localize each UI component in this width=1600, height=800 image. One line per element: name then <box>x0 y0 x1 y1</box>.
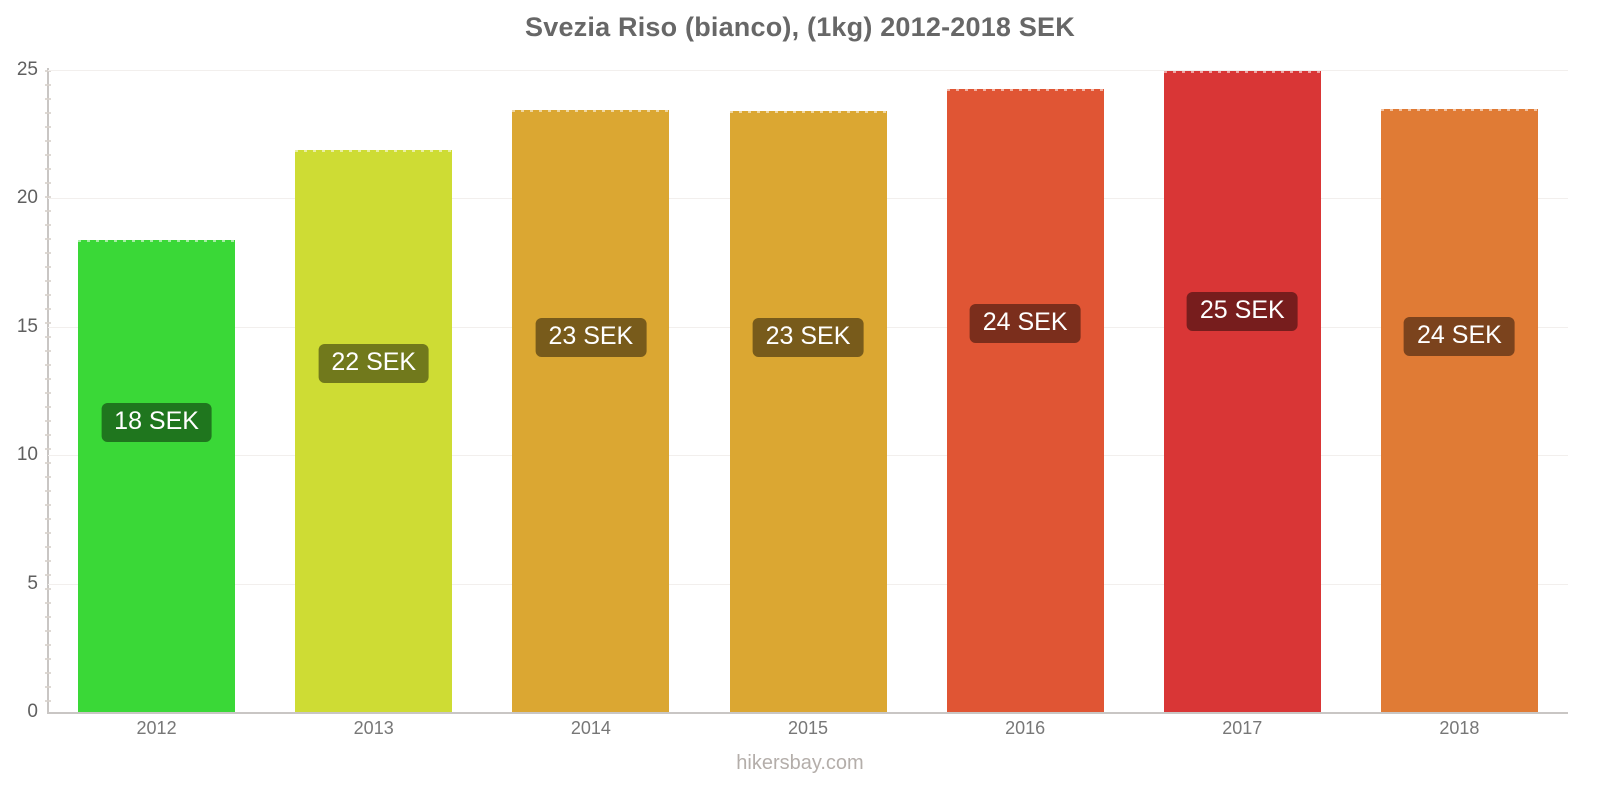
bar-value-label: 24 SEK <box>1404 316 1515 356</box>
x-axis-tick-label: 2016 <box>1005 718 1046 738</box>
bar-2015[interactable]: 23 SEK <box>729 111 887 712</box>
bar-value-label: 25 SEK <box>1186 292 1298 332</box>
y-axis-tick-label: 0 <box>27 701 38 722</box>
bar-2018[interactable]: 24 SEK <box>1380 108 1538 712</box>
bar-value-label: 22 SEK <box>318 343 430 383</box>
y-axis-tick-label: 20 <box>16 187 38 209</box>
x-axis-tick-label: 2018 <box>1439 718 1480 738</box>
y-axis-tick-label: 5 <box>27 572 38 594</box>
bar-2013[interactable]: 22 SEK <box>295 149 453 712</box>
x-axis-tick-label: 2013 <box>353 718 394 738</box>
bar-value-label: 23 SEK <box>752 318 864 358</box>
x-axis-tick-label: 2015 <box>787 718 829 738</box>
gridline <box>48 70 1568 71</box>
axis-baseline <box>48 712 1568 714</box>
bar-2014[interactable]: 23 SEK <box>512 109 670 712</box>
bar-value-label: 18 SEK <box>101 402 212 442</box>
bar-2012[interactable]: 18 SEK <box>78 239 236 712</box>
bar-value-label: 24 SEK <box>969 304 1081 344</box>
x-axis-tick-label: 2017 <box>1222 718 1263 738</box>
plot-area: 18 SEK 22 SEK 23 SEK 23 SEK 24 SEK 25 SEK 24 S… <box>48 70 1568 714</box>
bar-2016[interactable]: 24 SEK <box>946 89 1104 712</box>
y-axis-tick-label: 15 <box>16 315 38 337</box>
bar-value-label: 23 SEK <box>535 317 647 357</box>
y-axis-ticks <box>45 70 51 712</box>
y-axis-tick-label: 25 <box>16 59 38 80</box>
x-axis-tick-label: 2014 <box>570 718 611 738</box>
y-axis-tick-label: 10 <box>16 444 38 466</box>
page-title: Svezia Riso (bianco), (1kg) 2012-2018 SE… <box>525 12 1075 42</box>
bar-2017[interactable]: 25 SEK <box>1163 71 1321 712</box>
x-axis-tick-label: 2012 <box>136 718 177 738</box>
footer-credit: hikersbay.com <box>736 752 864 774</box>
